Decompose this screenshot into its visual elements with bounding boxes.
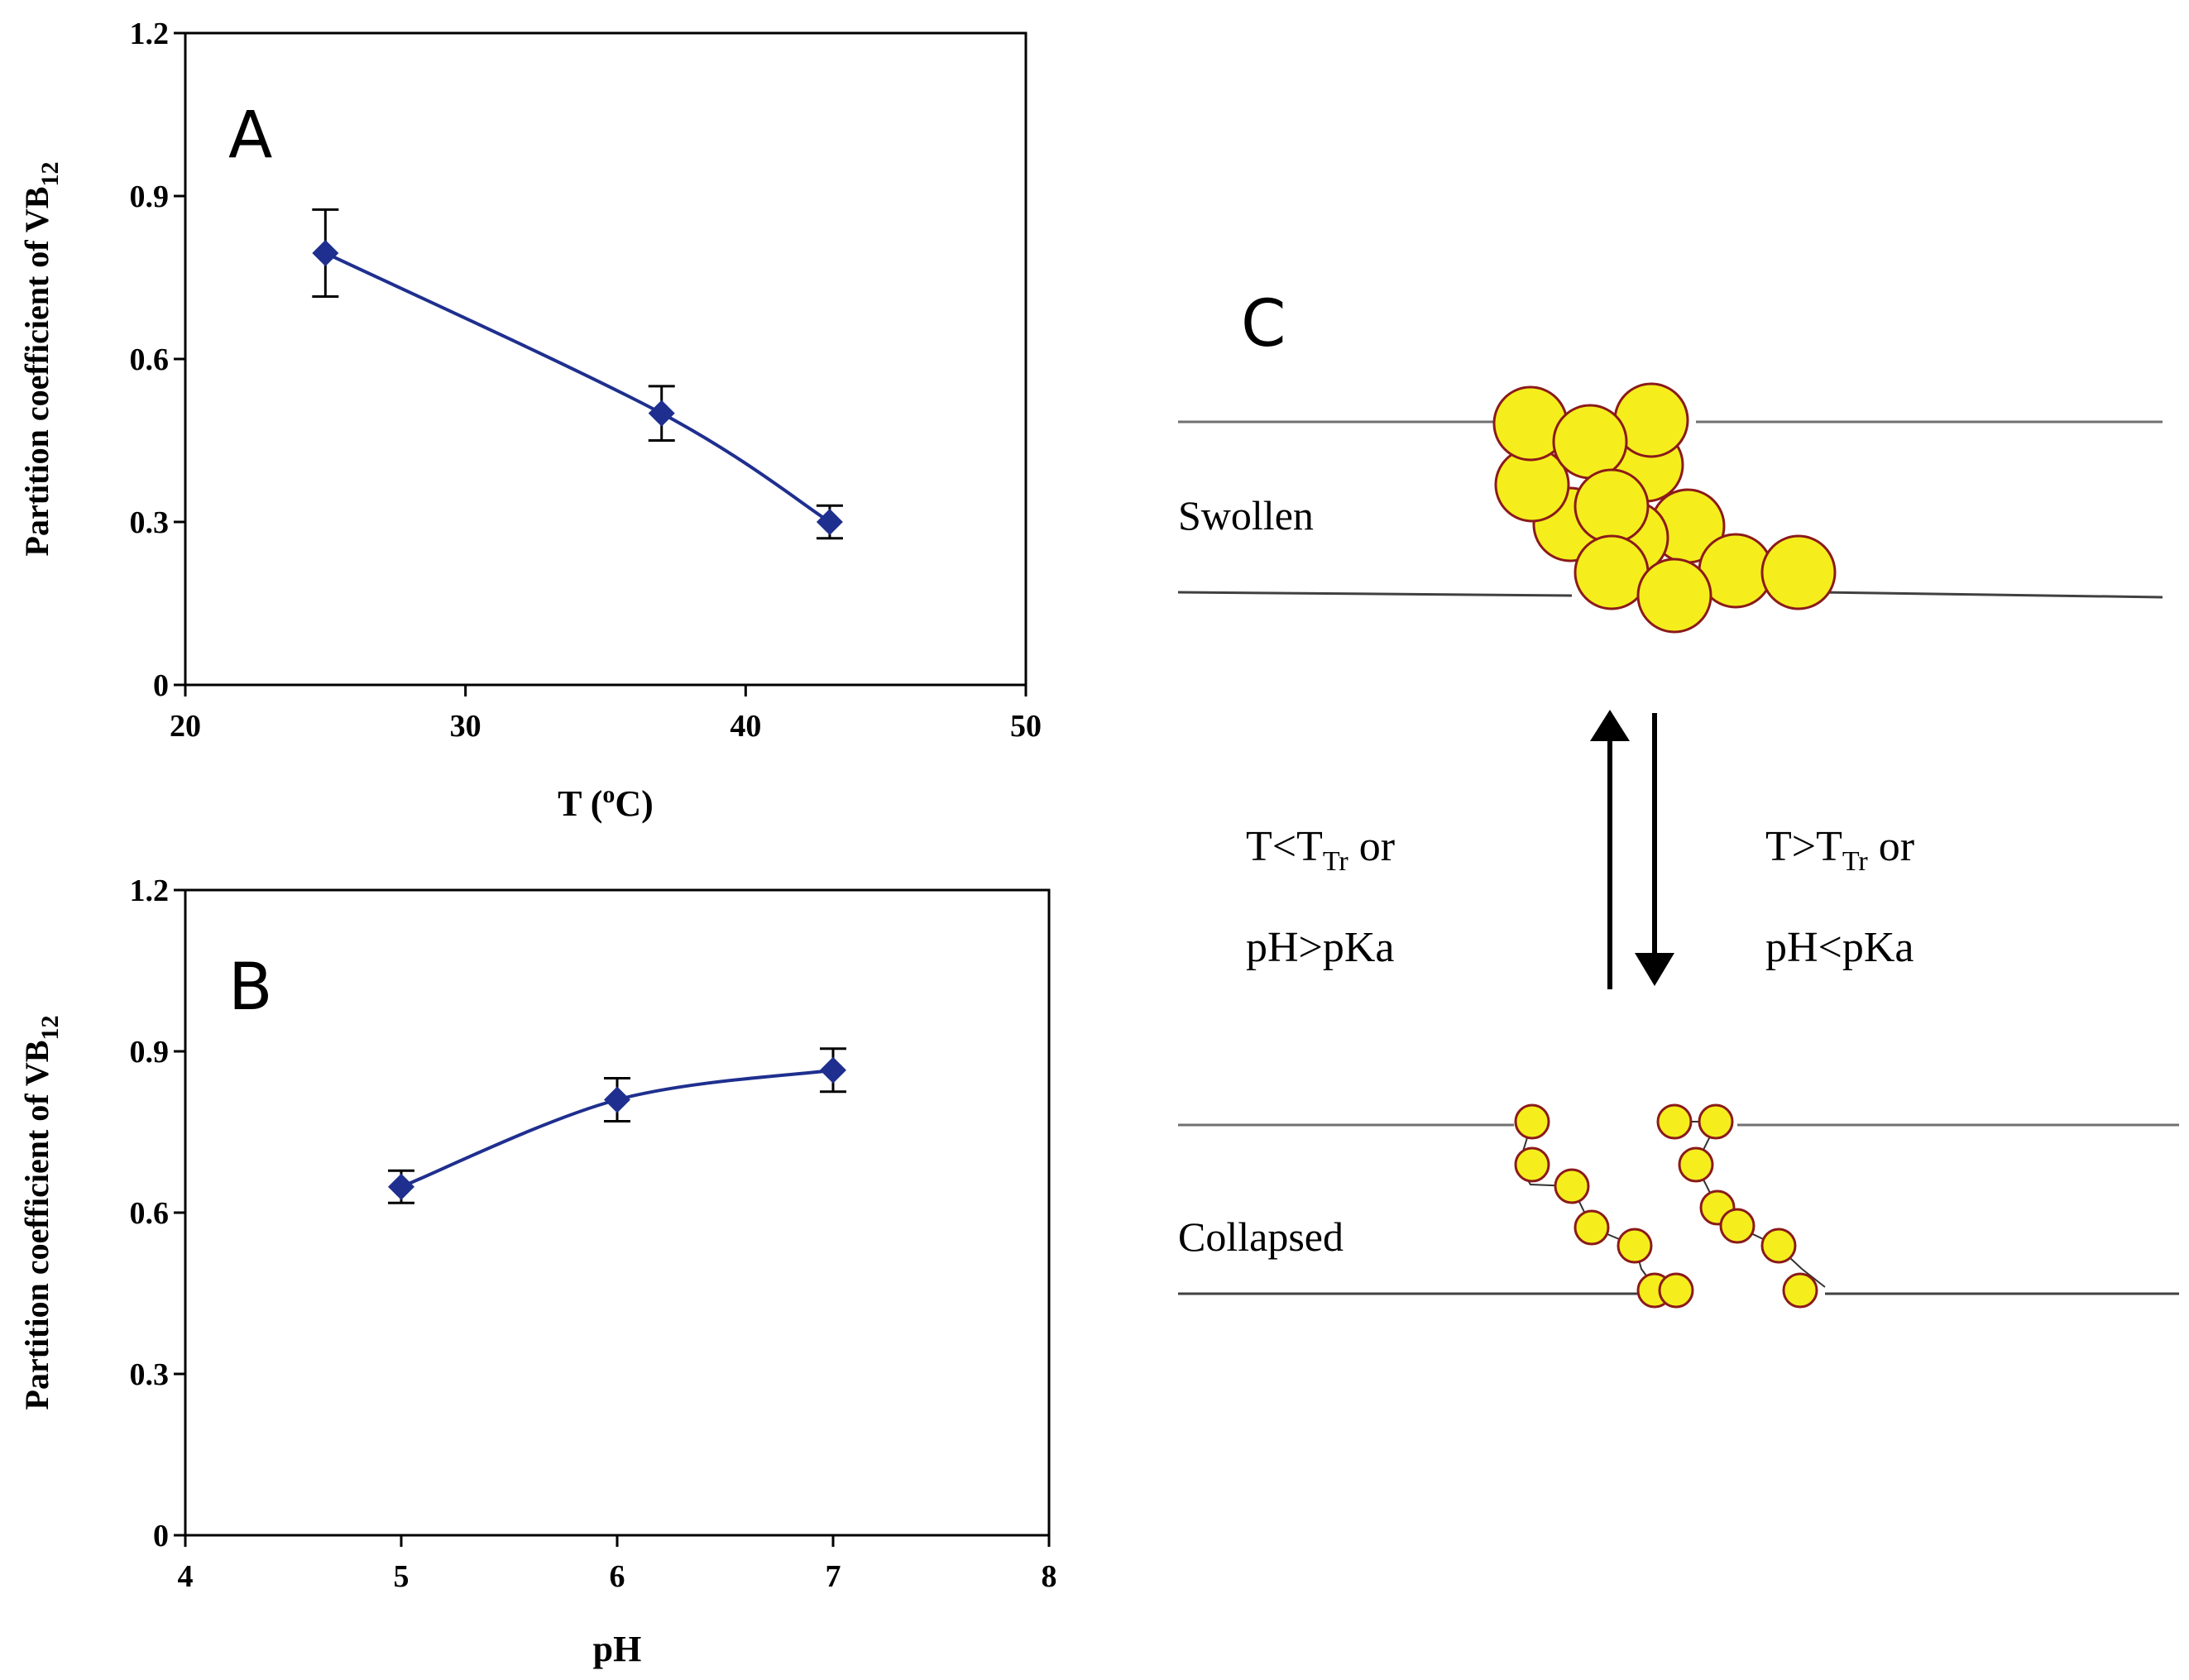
y-ticks-b: 0 0.3 0.6 0.9 1.2 — [130, 874, 185, 1553]
error-bars-a — [312, 208, 843, 540]
chart-b: B 0 0.3 0.6 0.9 1.2 4 5 6 7 8 pH Partition coeff… — [18, 874, 1057, 1669]
x-tick-label: 40 — [730, 709, 761, 744]
y-tick-label: 0 — [153, 1519, 169, 1553]
swollen-label: Swollen — [1178, 492, 1314, 538]
x-axis-title-a: T (oC) — [558, 781, 654, 824]
y-tick-label: 0.9 — [130, 1035, 170, 1070]
series-line-a — [324, 251, 831, 524]
y-ticks-a: 0 0.3 0.6 0.9 1.2 — [130, 17, 185, 703]
left-condition-line1: T<TTr or — [1246, 823, 1395, 877]
diagram-c: C Swollen — [1177, 287, 2179, 1309]
data-point-marker — [648, 400, 675, 427]
bead — [1617, 1228, 1653, 1264]
x-tick-label: 50 — [1010, 709, 1042, 744]
x-tick-label: 8 — [1042, 1559, 1057, 1594]
bead — [1760, 534, 1837, 610]
collapsed-polymer-beads — [1514, 1103, 1818, 1309]
y-tick-label: 0 — [153, 668, 169, 703]
collapsed-chain-right — [1674, 1121, 1826, 1288]
collapsed-label: Collapsed — [1178, 1213, 1344, 1260]
y-tick-label: 1.2 — [130, 874, 170, 908]
x-tick-label: 20 — [170, 709, 201, 744]
panel-label-c: C — [1241, 287, 1286, 361]
down-arrow-head-icon — [1635, 953, 1674, 986]
markers-a — [312, 239, 843, 535]
membrane-line-swollen-bottom-right — [1819, 591, 2163, 599]
plot-frame-b — [184, 888, 1051, 1537]
x-axis-title-b: pH — [593, 1629, 642, 1669]
y-tick-label: 0.9 — [130, 179, 170, 214]
x-tick-label: 4 — [178, 1559, 194, 1594]
bead — [1636, 558, 1712, 634]
plot-frame-a — [184, 31, 1027, 687]
swollen-polymer-beads — [1492, 382, 1837, 634]
right-condition-line2: pH<pKa — [1765, 924, 1914, 971]
data-point-marker — [820, 1056, 846, 1084]
data-point-marker — [604, 1086, 630, 1113]
bead — [1658, 1272, 1694, 1309]
x-tick-label: 5 — [394, 1559, 410, 1594]
bead — [1656, 1103, 1693, 1140]
x-tick-label: 6 — [610, 1559, 625, 1594]
bead — [1760, 1228, 1797, 1264]
left-condition-line2: pH>pKa — [1246, 924, 1395, 971]
markers-b — [388, 1056, 846, 1200]
x-tick-label: 7 — [826, 1559, 841, 1594]
data-point-marker — [816, 509, 843, 535]
equilibrium-arrows — [1590, 710, 1674, 989]
bead — [1514, 1146, 1550, 1183]
panel-label-a: A — [228, 98, 272, 173]
data-point-marker — [388, 1173, 414, 1200]
up-arrow-head-icon — [1590, 710, 1630, 741]
bead — [1573, 1209, 1610, 1246]
y-axis-title-b: Partition coefficient of VB12 — [18, 1016, 64, 1410]
data-point-marker — [312, 239, 339, 266]
x-ticks-a: 20 30 40 50 — [170, 685, 1042, 744]
bead — [1573, 468, 1650, 544]
y-tick-label: 0.6 — [130, 342, 170, 377]
right-condition-line1: T>TTr or — [1765, 823, 1914, 877]
y-tick-label: 0.3 — [130, 1357, 170, 1392]
membrane-line-swollen-bottom-left — [1177, 591, 1573, 597]
bead — [1719, 1208, 1756, 1244]
bead — [1552, 404, 1628, 480]
error-bars-b — [388, 1047, 846, 1204]
bead — [1514, 1103, 1550, 1140]
panel-label-b: B — [228, 950, 273, 1025]
bead — [1554, 1168, 1590, 1204]
y-tick-label: 0.3 — [130, 505, 170, 540]
bead — [1698, 1103, 1734, 1140]
chart-a: A 0 0.3 0.6 0.9 1.2 20 30 40 50 T (oC) Partitio… — [18, 17, 1042, 824]
x-ticks-b: 4 5 6 7 8 — [178, 1535, 1057, 1594]
bead — [1678, 1146, 1714, 1183]
y-axis-title-a: Partition coefficient of VB12 — [18, 162, 64, 557]
y-tick-label: 0.6 — [130, 1196, 170, 1231]
y-tick-label: 1.2 — [130, 17, 170, 51]
bead — [1782, 1272, 1818, 1309]
x-tick-label: 30 — [450, 709, 481, 744]
